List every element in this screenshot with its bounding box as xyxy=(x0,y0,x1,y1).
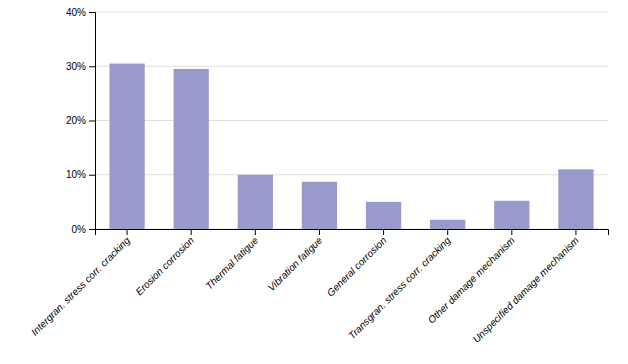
y-axis: 0% 10% 20% 30% 40% xyxy=(66,7,96,235)
y-axis-line xyxy=(89,13,96,230)
y-tick-mark xyxy=(89,121,95,122)
grid-line xyxy=(95,120,608,121)
bar xyxy=(109,64,144,229)
x-tick-mark xyxy=(127,229,128,235)
bar xyxy=(366,202,401,229)
bar xyxy=(238,175,273,229)
x-tick-label: Transgran. stress corr. cracking xyxy=(346,234,453,341)
grid-line xyxy=(95,174,608,175)
y-tick: 30% xyxy=(66,61,95,72)
x-tick: Vibration fatigue xyxy=(266,229,325,293)
x-tick: Intergran. stress corr. cracking xyxy=(29,229,132,338)
y-tick-label: 30% xyxy=(66,61,86,72)
x-tick-label: Intergran. stress corr. cracking xyxy=(29,234,132,337)
chart: 0% 10% 20% 30% 40% Intergran. stress corr. cr… xyxy=(0,0,628,364)
x-tick-label: Thermal fatigue xyxy=(203,234,260,291)
y-tick-label: 40% xyxy=(66,7,86,18)
y-tick-mark xyxy=(89,175,95,176)
y-tick: 10% xyxy=(66,169,95,180)
y-tick-label: 10% xyxy=(66,169,86,180)
y-tick-label: 20% xyxy=(66,115,86,126)
y-tick: 0% xyxy=(72,224,95,235)
plot: 0% 10% 20% 30% 40% Intergran. stress corr. cr… xyxy=(29,7,609,345)
y-tick: 20% xyxy=(66,115,95,126)
grid xyxy=(95,12,608,229)
x-tick: Transgran. stress corr. cracking xyxy=(346,229,453,341)
x-tick-mark xyxy=(383,229,384,235)
y-tick-mark xyxy=(89,12,95,13)
bar xyxy=(174,69,209,229)
bar xyxy=(302,182,337,229)
bar xyxy=(430,220,465,229)
x-tick-label: Unspecified damage mechanism xyxy=(471,235,581,345)
x-tick-mark xyxy=(191,229,192,235)
x-tick: General corrosion xyxy=(325,229,389,299)
y-tick: 40% xyxy=(66,7,95,18)
grid-line xyxy=(95,12,608,13)
y-tick-mark xyxy=(89,229,95,230)
y-tick-mark xyxy=(89,66,95,67)
x-tick-mark xyxy=(447,229,448,235)
bar xyxy=(494,201,529,229)
y-tick-label: 0% xyxy=(72,224,87,235)
x-axis: Intergran. stress corr. crackingErosion … xyxy=(29,229,609,345)
x-tick-mark xyxy=(575,229,576,235)
x-tick: Unspecified damage mechanism xyxy=(471,229,581,345)
grid-line xyxy=(95,66,608,67)
x-tick-label: Erosion corrosion xyxy=(133,234,196,297)
x-tick-mark xyxy=(319,229,320,235)
x-tick-label: General corrosion xyxy=(325,234,389,298)
x-tick-label: Vibration fatigue xyxy=(266,234,325,293)
x-tick-mark xyxy=(511,229,512,235)
bars xyxy=(109,64,593,229)
x-axis-line xyxy=(96,230,609,236)
x-tick-mark xyxy=(255,229,256,235)
bar xyxy=(558,169,593,229)
x-tick: Thermal fatigue xyxy=(203,229,260,292)
x-tick: Erosion corrosion xyxy=(133,229,196,297)
